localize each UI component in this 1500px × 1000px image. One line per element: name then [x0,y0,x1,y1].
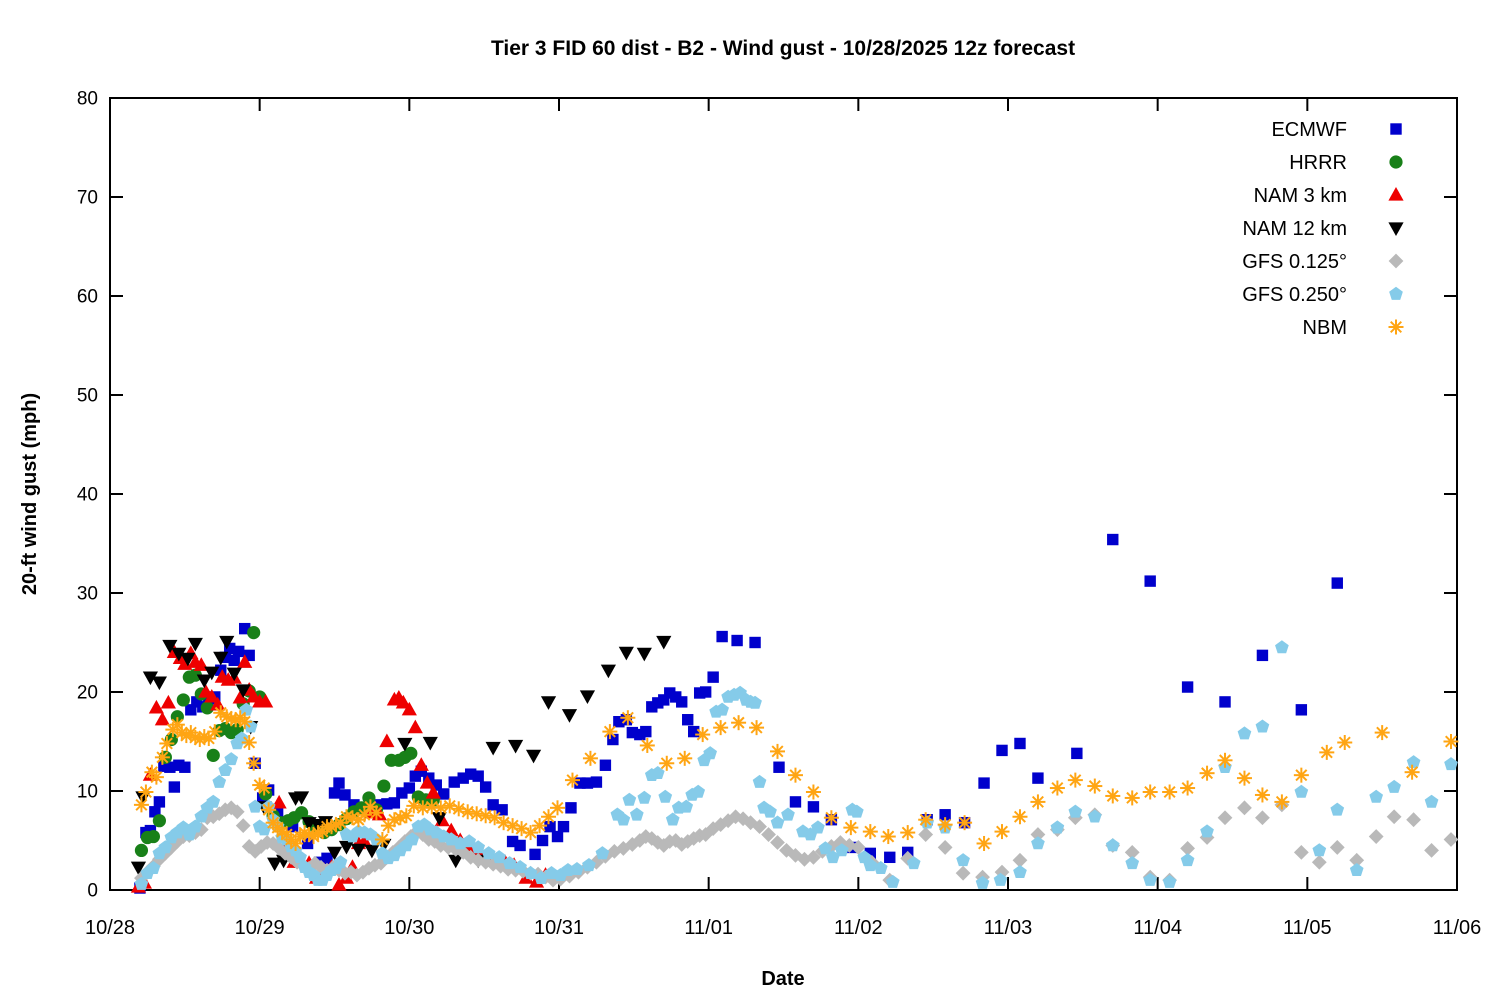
legend-label: NAM 3 km [1254,185,1347,207]
x-axis-ticks: 10/28 10/29 10/30 10/31 11/01 11/02 11/03 11/04… [85,98,1481,939]
y-axis-ticks: 0 10 20 30 40 50 60 70 80 [77,89,1457,902]
y-tick-label: 40 [77,485,98,506]
y-tick-label: 20 [77,683,98,704]
legend-marker-pentagon-icon [1389,286,1403,300]
legend-label: HRRR [1289,152,1347,174]
legend-entry: NAM 3 km [1254,185,1404,207]
x-axis-label: Date [761,968,804,990]
y-tick-label: 60 [77,287,98,308]
legend-label: ECMWF [1271,119,1347,141]
x-tick-label: 11/03 [984,917,1033,939]
legend-label: NBM [1303,317,1347,339]
legend-label: NAM 12 km [1243,218,1347,240]
plot-area: 0 10 20 30 40 50 60 70 80 10/28 10/29 10/30 10/31 11/… [77,89,1481,940]
legend-marker-diamond-icon [1388,253,1404,269]
legend-marker-square-icon [1390,123,1402,135]
legend-entry: NBM [1303,317,1404,339]
x-tick-label: 10/29 [235,917,285,939]
y-tick-label: 80 [77,89,98,110]
legend-marker-triangle-up-icon [1388,187,1404,201]
series-gfs-0-250- [134,640,1458,890]
x-tick-label: 11/02 [834,917,883,939]
legend-label: GFS 0.125° [1242,251,1347,273]
series-nbm [133,705,1459,851]
legend-entry: GFS 0.250° [1242,284,1403,306]
legend-entry: HRRR [1289,152,1403,174]
y-tick-label: 70 [77,188,98,209]
legend-marker-circle-icon [1389,155,1403,169]
legend-entry: GFS 0.125° [1242,251,1404,273]
y-tick-label: 30 [77,584,98,605]
x-tick-label: 11/05 [1283,917,1332,939]
chart-title: Tier 3 FID 60 dist - B2 - Wind gust - 10… [491,37,1075,60]
legend: ECMWF HRRR NAM 3 km NAM 12 km GFS 0.125° GFS … [1242,119,1404,339]
x-tick-label: 10/30 [384,917,434,939]
x-tick-label: 11/06 [1433,917,1482,939]
legend-marker-asterisk-icon [1388,319,1404,335]
y-tick-label: 10 [77,782,98,803]
x-tick-label: 10/28 [85,917,135,939]
x-tick-label: 11/04 [1133,917,1182,939]
legend-marker-triangle-down-icon [1388,222,1404,236]
legend-entry: NAM 12 km [1243,218,1404,240]
x-tick-label: 11/01 [684,917,733,939]
x-tick-label: 10/31 [534,917,584,939]
y-axis-label: 20-ft wind gust (mph) [19,393,41,595]
legend-label: GFS 0.250° [1242,284,1347,306]
y-tick-label: 50 [77,386,98,407]
legend-entry: ECMWF [1271,119,1402,141]
y-tick-label: 0 [87,881,98,902]
